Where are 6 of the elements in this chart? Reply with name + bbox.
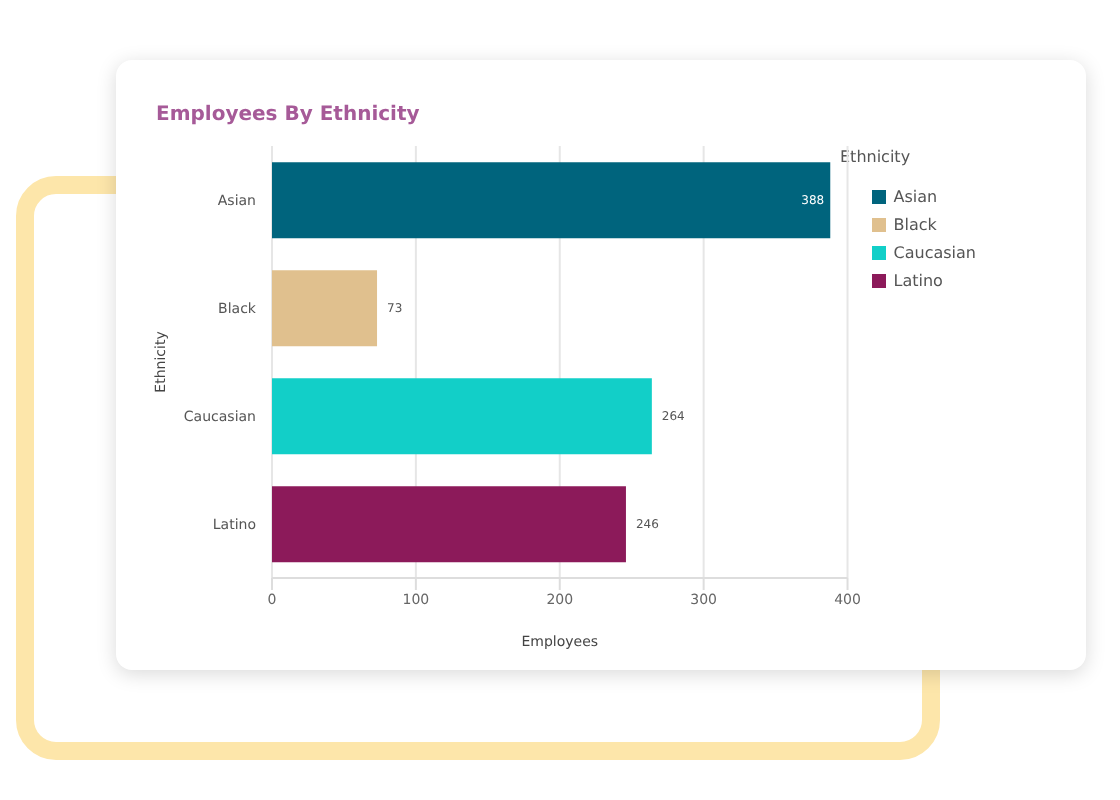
- legend-label: Asian: [893, 188, 938, 206]
- legend-label: Caucasian: [893, 244, 976, 262]
- legend-title: Ethnicity: [840, 148, 911, 166]
- chart-title: Employees By Ethnicity: [156, 104, 420, 126]
- legend-label: Black: [893, 216, 937, 234]
- legend-label: Latino: [893, 272, 943, 290]
